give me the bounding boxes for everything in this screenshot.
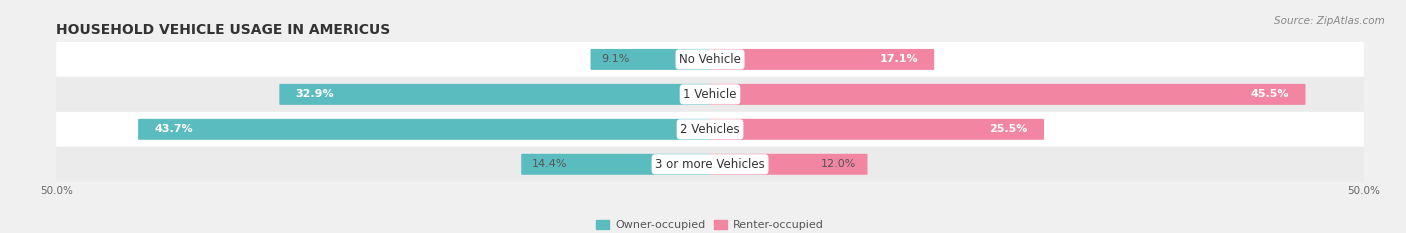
Text: 25.5%: 25.5% [990,124,1028,134]
Text: 45.5%: 45.5% [1251,89,1289,99]
FancyBboxPatch shape [710,84,1306,105]
Text: No Vehicle: No Vehicle [679,53,741,66]
FancyBboxPatch shape [710,154,868,175]
FancyBboxPatch shape [56,147,1364,182]
Text: 32.9%: 32.9% [295,89,335,99]
FancyBboxPatch shape [56,42,1364,77]
FancyBboxPatch shape [56,112,1364,147]
FancyBboxPatch shape [280,84,710,105]
Text: 3 or more Vehicles: 3 or more Vehicles [655,158,765,171]
FancyBboxPatch shape [522,154,710,175]
Text: Source: ZipAtlas.com: Source: ZipAtlas.com [1274,16,1385,26]
FancyBboxPatch shape [56,77,1364,112]
FancyBboxPatch shape [591,49,710,70]
Text: 14.4%: 14.4% [533,159,568,169]
Text: 43.7%: 43.7% [155,124,193,134]
Text: 2 Vehicles: 2 Vehicles [681,123,740,136]
FancyBboxPatch shape [138,119,710,140]
Text: 17.1%: 17.1% [879,55,918,64]
Text: 1 Vehicle: 1 Vehicle [683,88,737,101]
Text: 9.1%: 9.1% [602,55,630,64]
Text: 12.0%: 12.0% [821,159,856,169]
FancyBboxPatch shape [710,119,1045,140]
Text: HOUSEHOLD VEHICLE USAGE IN AMERICUS: HOUSEHOLD VEHICLE USAGE IN AMERICUS [56,23,391,37]
FancyBboxPatch shape [710,49,934,70]
Legend: Owner-occupied, Renter-occupied: Owner-occupied, Renter-occupied [592,216,828,233]
